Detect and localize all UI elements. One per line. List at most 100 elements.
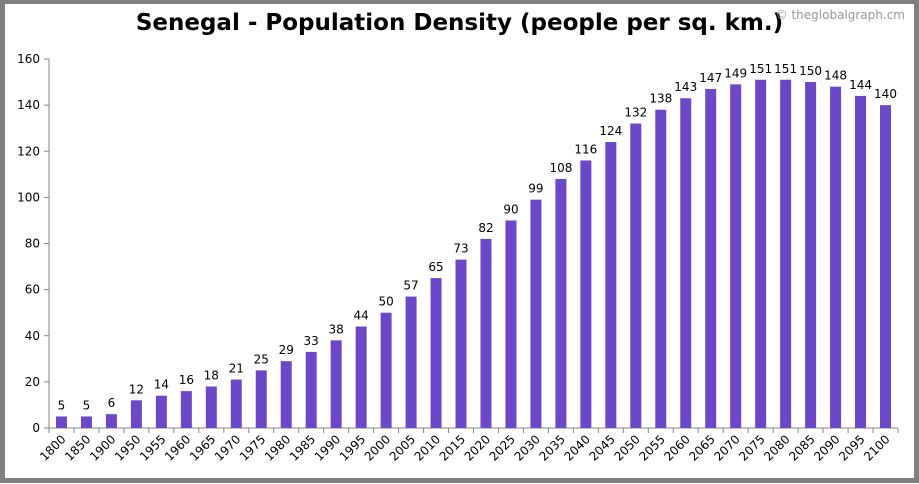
x-tick-label: 2080	[761, 432, 792, 463]
y-tick-label: 160	[17, 52, 40, 66]
bar-2100	[880, 105, 892, 428]
x-tick-label: 1980	[262, 432, 293, 463]
bar-1950	[130, 400, 142, 428]
credit-watermark: © theglobalgraph.cm	[775, 8, 905, 22]
bar-2090	[830, 86, 842, 429]
y-tick-label: 80	[25, 237, 40, 251]
data-label-1850: 5	[83, 398, 91, 412]
data-label-2015: 73	[453, 242, 468, 256]
x-tick-label: 1800	[37, 432, 68, 463]
data-label-2020: 82	[478, 221, 493, 235]
bar-2015	[455, 259, 467, 428]
x-tick-label: 2055	[636, 432, 667, 463]
x-tick-label: 2095	[836, 432, 867, 463]
bar-1980	[280, 361, 292, 428]
x-tick-label: 2000	[362, 432, 393, 463]
bar-2065	[705, 88, 717, 428]
y-tick-label: 100	[17, 190, 40, 204]
bar-2040	[580, 160, 592, 428]
x-tick-label: 2015	[437, 432, 468, 463]
data-label-1995: 44	[353, 309, 368, 323]
x-tick-label: 2040	[561, 432, 592, 463]
x-tick-label: 1960	[162, 432, 193, 463]
data-label-1965: 18	[204, 368, 219, 382]
bar-2010	[430, 278, 442, 428]
bar-1800	[55, 416, 67, 428]
data-label-2075: 151	[749, 62, 772, 76]
data-label-1960: 16	[179, 373, 194, 387]
data-label-2100: 140	[874, 87, 897, 101]
data-label-2040: 116	[574, 142, 597, 156]
chart-title: Senegal - Population Density (people per…	[135, 10, 784, 36]
data-label-2030: 99	[528, 182, 543, 196]
x-tick-label: 2025	[487, 432, 518, 463]
data-label-1990: 38	[329, 322, 344, 336]
x-tick-label: 1975	[237, 432, 268, 463]
bar-2095	[855, 95, 867, 429]
y-tick-label: 20	[25, 375, 40, 389]
data-label-2005: 57	[403, 279, 418, 293]
y-tick-label: 0	[32, 421, 40, 435]
x-tick-label: 2035	[537, 432, 568, 463]
x-tick-label: 1970	[212, 432, 243, 463]
x-tick-label: 1995	[337, 432, 368, 463]
bar-2085	[805, 82, 817, 428]
bar-2025	[505, 220, 517, 428]
x-tick-label: 1900	[87, 432, 118, 463]
data-label-1955: 14	[154, 378, 169, 392]
bar-1975	[255, 370, 267, 428]
x-tick-label: 2010	[412, 432, 443, 463]
bar-1970	[230, 379, 242, 428]
bar-1990	[330, 340, 342, 428]
x-tick-label: 1965	[187, 432, 218, 463]
x-tick-label: 1850	[62, 432, 93, 463]
y-tick-label: 140	[17, 98, 40, 112]
bar-2070	[730, 84, 742, 429]
bar-1995	[355, 326, 367, 428]
bar-2080	[780, 79, 792, 428]
bar-1850	[80, 416, 92, 428]
bar-2050	[630, 123, 642, 428]
x-tick-label: 2065	[686, 432, 717, 463]
bar-1985	[305, 351, 317, 428]
x-tick-label: 2060	[661, 432, 692, 463]
data-label-2090: 148	[824, 69, 847, 83]
x-tick-label: 1990	[312, 432, 343, 463]
bar-1965	[205, 386, 217, 428]
bar-2020	[480, 238, 492, 428]
data-label-2085: 150	[799, 64, 822, 78]
data-label-2055: 138	[649, 92, 672, 106]
data-label-1900: 6	[108, 396, 116, 410]
x-tick-label: 2090	[811, 432, 842, 463]
data-label-2050: 132	[624, 106, 647, 120]
x-tick-label: 2020	[462, 432, 493, 463]
x-tick-label: 1950	[112, 432, 143, 463]
data-label-1985: 33	[304, 334, 319, 348]
x-tick-label: 1985	[287, 432, 318, 463]
bar-2000	[380, 312, 392, 428]
data-label-1950: 12	[129, 382, 144, 396]
bar-2060	[680, 98, 692, 429]
bar-2030	[530, 199, 542, 428]
bar-2035	[555, 178, 567, 428]
x-tick-label: 2100	[861, 432, 892, 463]
data-label-2060: 143	[674, 80, 697, 94]
data-label-2080: 151	[774, 62, 797, 76]
data-label-2010: 65	[428, 260, 443, 274]
data-label-2095: 144	[849, 78, 872, 92]
data-label-2000: 50	[378, 295, 393, 309]
y-tick-label: 120	[17, 144, 40, 158]
data-label-1975: 25	[254, 352, 269, 366]
bar-1900	[105, 414, 117, 428]
data-label-2035: 108	[549, 161, 572, 175]
data-label-1980: 29	[279, 343, 294, 357]
x-tick-label: 2045	[586, 432, 617, 463]
bar-2005	[405, 296, 417, 428]
bar-1960	[180, 391, 192, 428]
bar-1955	[155, 395, 167, 428]
x-tick-label: 2050	[611, 432, 642, 463]
x-tick-label: 1955	[137, 432, 168, 463]
x-tick-label: 2030	[512, 432, 543, 463]
bar-2075	[755, 79, 767, 428]
